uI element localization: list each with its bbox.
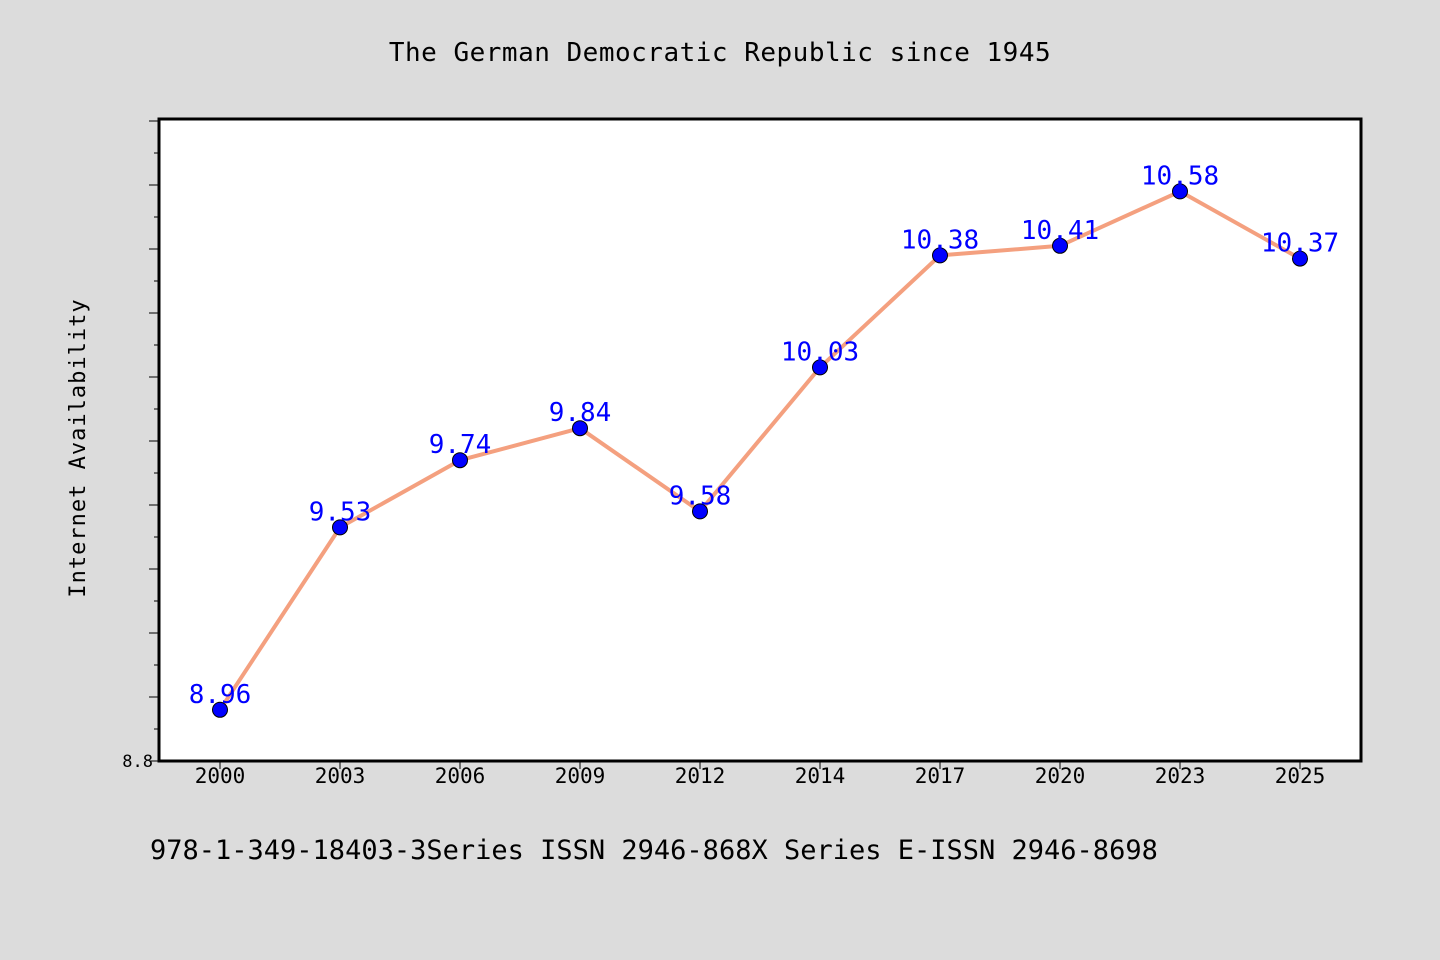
data-label: 10.37 xyxy=(1261,229,1339,259)
x-tick-label: 2012 xyxy=(675,764,726,788)
data-point-marker xyxy=(812,359,828,376)
data-point-marker xyxy=(572,420,588,437)
x-tick-label: 2006 xyxy=(435,764,486,788)
x-axis-ticks: 2000 2003 2006 2009 2012 2014 2017 2020 2023 2025 xyxy=(195,761,1326,788)
y-axis-ticks: 8.8 xyxy=(122,120,159,772)
x-tick-label: 2003 xyxy=(315,764,366,788)
data-point-marker xyxy=(1172,183,1188,200)
data-point-marker xyxy=(1052,237,1068,254)
data-point-marker xyxy=(332,519,348,536)
x-tick-label: 2014 xyxy=(795,764,846,788)
x-tick-label: 2025 xyxy=(1275,764,1326,788)
data-label: 9.53 xyxy=(309,497,372,527)
data-label: 10.38 xyxy=(901,225,979,255)
x-tick-label: 2023 xyxy=(1155,764,1206,788)
data-label: 9.84 xyxy=(549,398,612,428)
data-label: 9.74 xyxy=(429,430,492,460)
data-label: 10.41 xyxy=(1021,216,1099,246)
footer-isbn-text: 978-1-349-18403-3Series ISSN 2946-868X S… xyxy=(150,835,1158,866)
y-axis-label: Internet Availability xyxy=(66,298,91,597)
data-label: 9.58 xyxy=(669,481,732,511)
x-tick-label: 2000 xyxy=(195,764,246,788)
data-label: 10.03 xyxy=(781,337,859,367)
data-point-marker xyxy=(932,247,948,264)
data-point-marker xyxy=(212,701,228,718)
data-label: 10.58 xyxy=(1141,161,1219,191)
y-tick-label: 8.8 xyxy=(122,752,153,772)
x-tick-label: 2017 xyxy=(915,764,966,788)
series-line-group xyxy=(218,189,1302,712)
data-point-marker xyxy=(692,503,708,520)
chart-title: The German Democratic Republic since 194… xyxy=(389,38,1051,68)
series-line xyxy=(218,189,1302,712)
data-label-group: 8.96 9.53 9.74 9.84 9.58 10.03 10.38 10.41 10.58… xyxy=(189,161,1339,709)
x-tick-label: 2020 xyxy=(1035,764,1086,788)
x-tick-label: 2009 xyxy=(555,764,606,788)
marker-group xyxy=(212,183,1308,718)
data-point-marker xyxy=(1292,250,1308,267)
data-point-marker xyxy=(452,452,468,469)
data-label: 8.96 xyxy=(189,680,252,710)
